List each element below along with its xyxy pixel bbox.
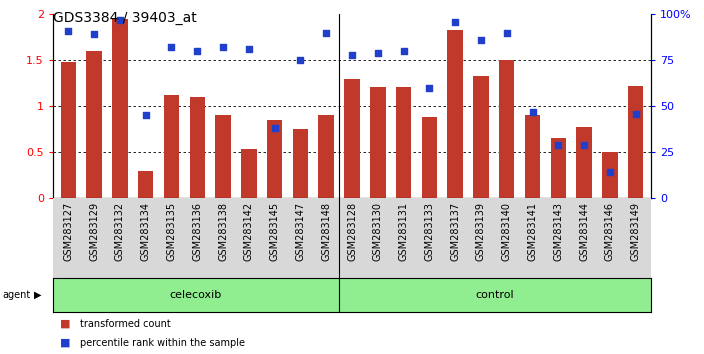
Text: GSM283143: GSM283143 [553,202,563,261]
Bar [241,149,256,198]
Bar [499,60,515,198]
Text: GSM283145: GSM283145 [270,202,279,261]
Bar [577,127,592,198]
Bar [551,138,566,198]
Bar [602,152,617,198]
Point [295,57,306,63]
Bar [370,87,386,198]
Point [346,52,358,57]
Point [475,37,486,43]
Point [450,19,461,24]
Text: ▶: ▶ [34,290,42,300]
Bar [344,79,360,198]
Text: ■: ■ [60,319,70,329]
Text: percentile rank within the sample: percentile rank within the sample [80,338,244,348]
Text: transformed count: transformed count [80,319,170,329]
Text: GSM283137: GSM283137 [450,202,460,261]
Text: GSM283138: GSM283138 [218,202,228,261]
Point [372,50,384,56]
Point [191,48,203,54]
Text: GSM283135: GSM283135 [166,202,177,261]
Text: GSM283146: GSM283146 [605,202,615,261]
Bar [473,76,489,198]
Bar [422,117,437,198]
Point [553,142,564,148]
Bar [396,87,411,198]
Text: GSM283144: GSM283144 [579,202,589,261]
Point [579,142,590,148]
Bar [138,171,153,198]
Point [114,17,125,23]
Text: GDS3384 / 39403_at: GDS3384 / 39403_at [53,11,196,25]
Bar [448,30,463,198]
Text: GSM283148: GSM283148 [321,202,331,261]
Point [269,125,280,131]
Point [630,111,641,116]
Text: agent: agent [2,290,30,300]
Text: GSM283131: GSM283131 [398,202,408,261]
Bar [293,129,308,198]
Bar [318,115,334,198]
Point [243,46,254,52]
Text: GSM283130: GSM283130 [373,202,383,261]
Text: GSM283127: GSM283127 [63,202,73,262]
Bar [189,97,205,198]
Text: GSM283133: GSM283133 [425,202,434,261]
Point [501,30,513,35]
Bar [164,95,180,198]
Text: GSM283141: GSM283141 [527,202,538,261]
Point [89,32,100,37]
Bar [112,19,127,198]
Point [527,109,538,115]
Text: control: control [476,290,515,300]
Text: GSM283139: GSM283139 [476,202,486,261]
Text: GSM283128: GSM283128 [347,202,357,261]
Text: GSM283134: GSM283134 [141,202,151,261]
Point [140,113,151,118]
Bar [215,115,231,198]
Text: GSM283147: GSM283147 [296,202,306,261]
Bar [628,86,643,198]
Text: GSM283132: GSM283132 [115,202,125,261]
Point [424,85,435,91]
Text: GSM283142: GSM283142 [244,202,254,261]
Point [218,45,229,50]
Text: celecoxib: celecoxib [170,290,222,300]
Bar [267,120,282,198]
Bar [61,62,76,198]
Point [320,30,332,35]
Text: GSM283129: GSM283129 [89,202,99,261]
Point [604,170,615,175]
Text: GSM283136: GSM283136 [192,202,202,261]
Bar [524,115,540,198]
Point [63,28,74,34]
Text: GSM283149: GSM283149 [631,202,641,261]
Point [398,48,409,54]
Point [166,45,177,50]
Bar [87,51,102,198]
Text: GSM283140: GSM283140 [502,202,512,261]
Text: ■: ■ [60,338,70,348]
